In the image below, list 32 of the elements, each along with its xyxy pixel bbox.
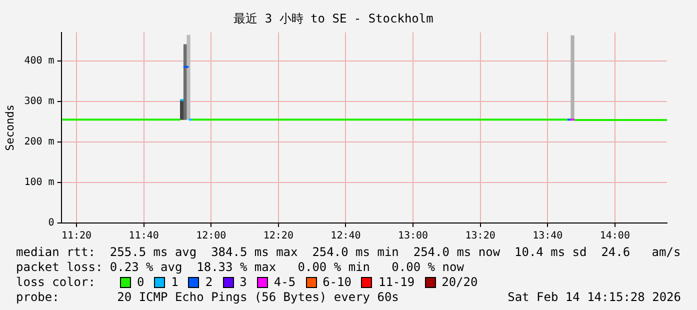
bar (570, 35, 574, 120)
x-tick-label: 12:20 (263, 230, 294, 242)
x-tick-label: 11:20 (61, 230, 92, 242)
legend-label: 2 (205, 275, 213, 290)
x-tick-label: 13:40 (532, 230, 563, 242)
legend-label: 20/20 (442, 275, 478, 290)
text: median rtt: 255.5 ms avg 384.5 ms max 254.0 ms min 254.0 ms now 10.4 ms sd 24.6 am/s (16, 245, 681, 260)
legend-title: loss color: (16, 275, 96, 290)
x-tick-label: 12:40 (330, 230, 361, 242)
legend-label: 4-5 (274, 275, 296, 290)
y-tick-label: 200 m (24, 136, 54, 148)
legend-label: 6-10 (322, 275, 352, 290)
chart-title: 最近 3 小時 to SE - Stockholm (234, 11, 434, 26)
x-tick-label: 11:40 (128, 230, 159, 242)
legend-label: 1 (171, 275, 178, 290)
bar (180, 100, 184, 120)
text: packet loss: 0.23 % avg 18.33 % max 0.00 % min 0.00 % now (16, 260, 465, 275)
legend-label: 0 (136, 275, 144, 290)
x-tick-label: 13:20 (465, 230, 496, 242)
bar (186, 34, 190, 120)
text: probe: 20 ICMP Echo Pings (56 Bytes) every 60s (16, 290, 399, 305)
x-tick-label: 13:00 (398, 230, 428, 242)
y-axis-title: Seconds (3, 104, 16, 151)
x-tick-label: 14:00 (600, 230, 630, 242)
y-tick-label: 0 (48, 218, 54, 229)
y-tick-label: 300 m (24, 96, 54, 107)
y-tick-label: 100 m (24, 177, 54, 188)
x-tick-label: 12:00 (196, 230, 226, 242)
y-tick-label: 400 m (24, 55, 54, 66)
legend-label: 11-19 (378, 275, 415, 290)
text: Sat Feb 14 14:15:28 2026 (508, 290, 681, 305)
legend-label: 3 (240, 275, 247, 290)
